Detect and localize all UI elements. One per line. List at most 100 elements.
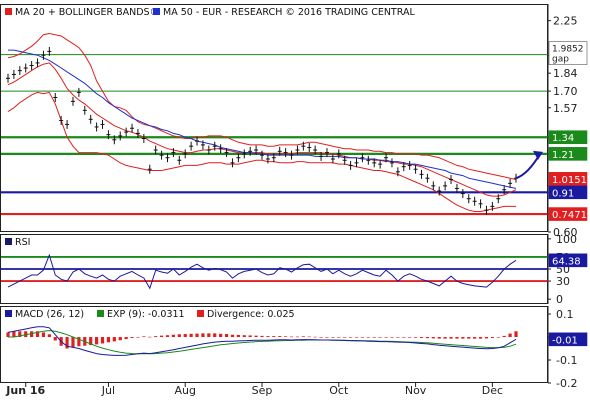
divergence-bar xyxy=(165,335,170,338)
divergence-bar xyxy=(354,337,359,338)
ma50-line xyxy=(8,49,517,189)
divergence-bar xyxy=(89,337,93,346)
divergence-bar xyxy=(437,337,441,339)
macd-line xyxy=(7,326,517,356)
price-panel-frame xyxy=(0,4,548,232)
divergence-bar xyxy=(449,337,453,339)
divergence-bar xyxy=(508,333,512,338)
divergence-bar xyxy=(100,337,105,344)
level-badge-0-7471: 0.7471 xyxy=(552,210,587,221)
legend-rsi-label: RSI xyxy=(15,237,30,248)
divergence-bar xyxy=(461,337,465,339)
divergence-bar xyxy=(390,337,394,338)
divergence-bar xyxy=(484,337,489,339)
divergence-bar xyxy=(266,336,270,338)
divergence-bar xyxy=(502,335,506,338)
last-price-badge-bg xyxy=(548,172,588,186)
divergence-bar xyxy=(213,333,217,338)
divergence-bar xyxy=(148,336,152,338)
divergence-bar xyxy=(260,335,264,338)
legend-exp-swatch xyxy=(97,310,104,317)
divergence-bar xyxy=(272,336,276,338)
rsi-ytick-label: 30 xyxy=(556,275,570,288)
divergence-bar xyxy=(65,337,69,349)
gap-level-label: 1.9852 xyxy=(552,45,584,55)
divergence-bar xyxy=(183,334,187,338)
divergence-bar xyxy=(177,334,181,338)
level-badge-0-7471-bg xyxy=(548,207,588,221)
divergence-bar xyxy=(159,335,164,338)
divergence-bar xyxy=(201,333,205,338)
level-badge-1-21-bg xyxy=(548,147,588,161)
rsi-last-badge-bg xyxy=(548,253,588,268)
divergence-bar xyxy=(112,337,116,342)
divergence-bar xyxy=(230,334,235,338)
divergence-bar xyxy=(224,334,229,338)
macd-ytick-label: 0.1 xyxy=(556,308,574,321)
price-ytick-label: 1.70 xyxy=(553,85,578,98)
legend-macd-swatch xyxy=(5,310,12,317)
divergence-bar xyxy=(289,336,294,338)
divergence-bar xyxy=(313,336,317,338)
lower-bollinger-line xyxy=(7,91,516,212)
divergence-bar xyxy=(514,331,518,338)
divergence-bar xyxy=(384,337,388,338)
divergence-bar xyxy=(254,335,258,338)
divergence-bar xyxy=(195,333,199,338)
divergence-bar xyxy=(295,336,300,338)
x-tick-label: Sep xyxy=(252,384,273,397)
divergence-bar xyxy=(402,337,406,338)
x-tick-label: Aug xyxy=(174,384,195,397)
divergence-bar xyxy=(301,336,305,338)
divergence-bar xyxy=(248,335,252,338)
x-tick-label: Nov xyxy=(405,384,427,397)
divergence-bar xyxy=(236,334,240,338)
level-badge-0-91: 0.91 xyxy=(552,188,574,199)
divergence-bar xyxy=(419,337,424,338)
macd-last-badge-bg xyxy=(548,332,588,347)
divergence-bar xyxy=(30,331,34,338)
upper-bollinger-line xyxy=(7,32,517,180)
divergence-bar xyxy=(360,337,365,338)
price-ytick-label: 1.84 xyxy=(553,67,578,80)
x-tick-label: Dec xyxy=(482,384,503,397)
divergence-bar xyxy=(467,337,471,339)
divergence-bar xyxy=(473,337,477,339)
level-badge-1-21: 1.21 xyxy=(552,150,574,161)
macd-last-badge: -0.01 xyxy=(552,335,578,346)
divergence-bar xyxy=(325,337,329,338)
divergence-bar xyxy=(124,337,128,340)
divergence-bar xyxy=(53,337,57,341)
gap-sublabel: gap xyxy=(552,55,569,65)
price-ytick-label: 0.60 xyxy=(553,226,578,239)
divergence-bar xyxy=(307,336,311,338)
divergence-bar xyxy=(118,337,122,341)
rsi-ytick-label: 0 xyxy=(556,293,563,306)
price-ytick-label: 2.25 xyxy=(553,15,578,28)
divergence-bar xyxy=(219,333,223,338)
last-price-badge: 1.0151 xyxy=(552,175,587,186)
divergence-bar xyxy=(366,337,370,338)
divergence-bar xyxy=(413,337,418,338)
divergence-bar xyxy=(35,331,40,338)
divergence-bar xyxy=(349,337,353,338)
divergence-bar xyxy=(331,337,335,338)
divergence-bar xyxy=(12,331,16,338)
rsi-last-badge: 64.38 xyxy=(552,256,581,267)
divergence-bar xyxy=(490,337,494,338)
divergence-bar xyxy=(431,337,435,339)
legend-exp-label: EXP (9): -0.0311 xyxy=(107,309,185,320)
divergence-bar xyxy=(71,337,75,348)
divergence-bar xyxy=(478,337,483,339)
divergence-bar xyxy=(372,337,376,338)
divergence-bar xyxy=(6,332,10,338)
divergence-bar xyxy=(455,337,459,339)
divergence-bar xyxy=(77,337,81,347)
divergence-bar xyxy=(136,337,140,338)
divergence-bar xyxy=(278,336,282,338)
projection-arrow-head xyxy=(533,150,543,160)
macd-ytick-label: -0.2 xyxy=(556,377,577,390)
divergence-bar xyxy=(396,337,400,338)
